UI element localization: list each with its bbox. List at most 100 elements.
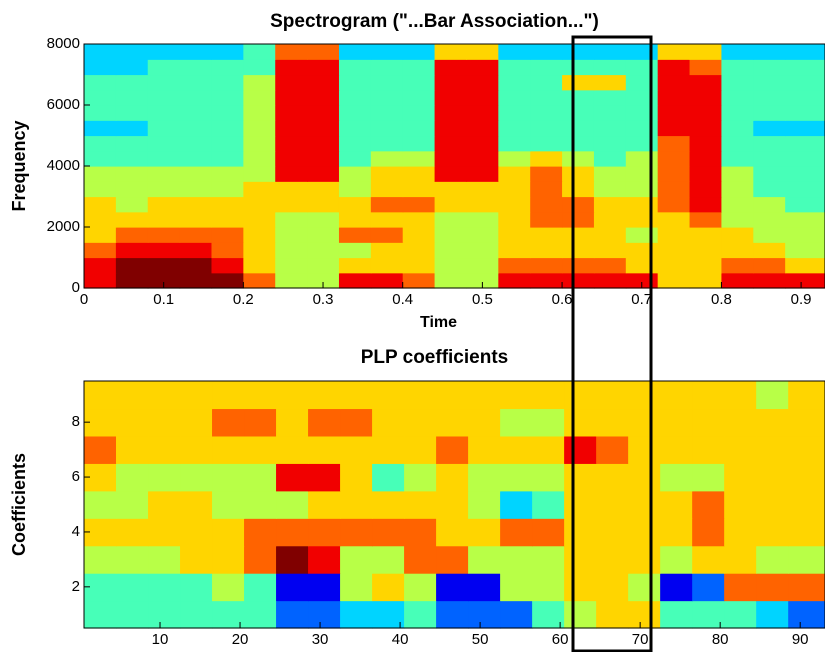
heatmap-cell <box>243 74 276 91</box>
heatmaps <box>84 44 825 629</box>
heatmap-cell <box>625 74 659 91</box>
heatmap-cell <box>402 59 436 76</box>
heatmap-cell <box>402 89 436 106</box>
heatmap-cell <box>243 150 276 167</box>
heatmap-cell <box>211 59 244 76</box>
heatmap-cell <box>340 573 373 602</box>
heatmap-cell <box>564 381 597 410</box>
heatmap-cell <box>179 181 213 198</box>
heatmap-cell <box>436 600 469 629</box>
heatmap-cell <box>116 463 149 492</box>
heatmap-cell <box>147 44 181 60</box>
heatmap-cell <box>498 105 531 121</box>
heatmap-cell <box>466 150 499 167</box>
heatmap-cell <box>404 518 437 547</box>
heatmap-cell <box>500 408 533 437</box>
heatmap-cell <box>593 74 627 91</box>
heatmap-cell <box>530 150 563 167</box>
heatmap-cell <box>785 44 825 60</box>
heatmap-cell <box>243 120 276 137</box>
heatmap-cell <box>244 490 277 519</box>
heatmap-cell <box>434 135 468 152</box>
heatmap-cell <box>756 435 789 464</box>
heatmap-cell <box>532 381 565 410</box>
heatmap-cell <box>372 518 405 547</box>
heatmap-cell <box>212 573 245 602</box>
heatmap-cell <box>116 573 149 602</box>
heatmap-cell <box>625 89 659 106</box>
heatmap-cell <box>308 435 341 464</box>
heatmap-cell <box>307 166 340 182</box>
heatmap-cell <box>115 135 149 152</box>
heatmap-cell <box>84 59 117 76</box>
heatmap-cell <box>596 381 629 410</box>
heatmap-cell <box>753 120 786 137</box>
heatmap-cell <box>625 150 659 167</box>
heatmap-cell <box>244 545 277 574</box>
heatmap-cell <box>340 490 373 519</box>
heatmap-cell <box>211 227 244 243</box>
heatmap-cell <box>756 600 789 629</box>
heatmap-cell <box>628 600 661 629</box>
heatmap-cell <box>147 196 181 213</box>
highlight-box <box>571 35 653 652</box>
heatmap-cell <box>275 150 308 167</box>
heatmap-cell <box>148 463 181 492</box>
heatmap-cell <box>593 211 627 228</box>
heatmap-cell <box>532 435 565 464</box>
heatmap-cell <box>147 272 181 289</box>
heatmap-cell <box>530 135 563 152</box>
heatmap-cell <box>180 573 213 602</box>
heatmap-cell <box>84 545 117 574</box>
heatmap-cell <box>115 211 149 228</box>
heatmap-cell <box>596 408 629 437</box>
heatmap-cell <box>593 44 627 60</box>
heatmap-cell <box>753 272 786 289</box>
heatmap-cell <box>530 242 563 259</box>
heatmap-cell <box>275 257 308 274</box>
heatmap-cell <box>660 435 693 464</box>
heatmap-cell <box>660 490 693 519</box>
heatmap-cell <box>498 227 531 243</box>
heatmap-cell <box>180 490 213 519</box>
heatmap-cell <box>466 59 499 76</box>
heatmap-cell <box>243 227 276 243</box>
heatmap-cell <box>370 120 404 137</box>
heatmap-cell <box>147 89 181 106</box>
heatmap-cell <box>147 181 181 198</box>
heatmap-cell <box>307 211 340 228</box>
heatmap-cell <box>532 408 565 437</box>
heatmap-cell <box>625 211 659 228</box>
heatmap-cell <box>530 211 563 228</box>
heatmap-cell <box>84 181 117 198</box>
heatmap-cell <box>308 463 341 492</box>
heatmap-cell <box>147 120 181 137</box>
heatmap-cell <box>402 105 436 121</box>
heatmap-cell <box>340 518 373 547</box>
heatmap-cell <box>116 490 149 519</box>
heatmap-cell <box>370 211 404 228</box>
heatmap-cell <box>338 272 372 289</box>
heatmap-cell <box>211 150 244 167</box>
heatmap-cell <box>84 135 117 152</box>
heatmap-cell <box>500 545 533 574</box>
heatmap-cell <box>530 272 563 289</box>
heatmap-cell <box>179 196 213 213</box>
heatmap-cell <box>562 166 595 182</box>
heatmap-cell <box>308 518 341 547</box>
chart-title: Spectrogram ("...Bar Association...") <box>270 11 599 32</box>
heatmap-cell <box>498 44 531 60</box>
heatmap-cell <box>724 381 757 410</box>
heatmap-cell <box>689 166 723 182</box>
heatmap-cell <box>625 135 659 152</box>
heatmap-cell <box>657 89 691 106</box>
heatmap-cell <box>404 490 437 519</box>
heatmap-cell <box>468 408 501 437</box>
heatmap-cell <box>307 120 340 137</box>
heatmap-cell <box>84 435 117 464</box>
heatmap-cell <box>689 59 723 76</box>
heatmap-cell <box>179 242 213 259</box>
heatmap-cell <box>724 600 757 629</box>
heatmap-cell <box>721 150 754 167</box>
heatmap-cell <box>308 408 341 437</box>
